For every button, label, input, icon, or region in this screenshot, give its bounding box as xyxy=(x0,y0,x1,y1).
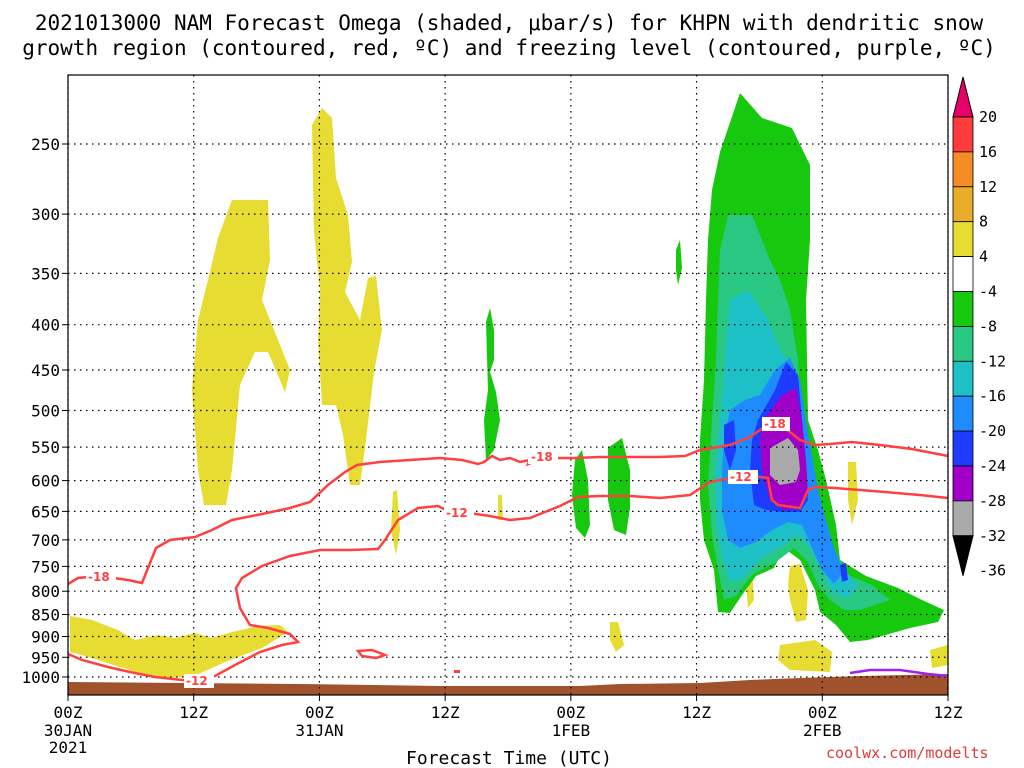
omega-region-positive-5 xyxy=(610,622,624,652)
colorbar-label-6: -8 xyxy=(979,317,997,335)
colorbar-label-0: 20 xyxy=(979,108,997,126)
y-tick-label-850: 850 xyxy=(31,606,60,625)
y-tick-label-950: 950 xyxy=(31,648,60,667)
contour-label-minus18-a: -18 xyxy=(88,570,110,584)
omega-region-negative-darkblue-3 xyxy=(840,563,848,582)
omega-region-negative-green-2 xyxy=(484,308,500,460)
colorbar-segment-10 xyxy=(952,430,974,467)
chart-title-line2: growth region (contoured, red, ºC) and f… xyxy=(22,36,996,60)
x-tick-label-0: 00Z xyxy=(54,703,83,722)
contour-dot xyxy=(454,670,460,673)
contour-label-minus18-c: -18 xyxy=(764,417,786,431)
colorbar-label-10: -24 xyxy=(979,457,1006,475)
contour-label-minus12-b: -12 xyxy=(730,470,752,484)
x-tick-sublabel-4-0: 1FEB xyxy=(552,721,591,740)
colorbar-label-7: -12 xyxy=(979,352,1006,370)
omega-region-positive-1 xyxy=(192,200,290,505)
y-tick-label-500: 500 xyxy=(31,402,60,421)
y-tick-label-250: 250 xyxy=(31,135,60,154)
x-tick-label-4: 00Z xyxy=(556,703,585,722)
colorbar-segment-1 xyxy=(952,116,974,153)
x-tick-label-1: 12Z xyxy=(179,703,208,722)
y-tick-label-900: 900 xyxy=(31,627,60,646)
x-tick-sublabel-0-0: 30JAN xyxy=(44,721,92,740)
colorbar-label-1: 16 xyxy=(979,143,997,161)
y-tick-label-600: 600 xyxy=(31,472,60,491)
contour-labels: -18 -18 -18 -12 -12 -12 xyxy=(86,417,790,688)
omega-region-positive-7 xyxy=(778,640,832,672)
y-tick-label-350: 350 xyxy=(31,264,60,283)
colorbar-label-12: -32 xyxy=(979,527,1006,545)
x-tick-label-3: 12Z xyxy=(431,703,460,722)
colorbar: 20 16 12 8 4 -4 -8 -12 -16 -20 -24 -28 -32 -36 xyxy=(952,76,1006,580)
omega-shading xyxy=(70,93,948,678)
omega-region-positive-3 xyxy=(70,616,288,678)
omega-region-negative-gray xyxy=(770,438,800,485)
x-tick-label-2: 00Z xyxy=(305,703,334,722)
colorbar-segment-8 xyxy=(952,360,974,397)
x-tick-label-7: 12Z xyxy=(934,703,963,722)
y-tick-label-800: 800 xyxy=(31,582,60,601)
contour-label-minus12-a: -12 xyxy=(446,506,468,520)
omega-region-positive-11 xyxy=(498,495,503,520)
x-tick-sublabel-2-0: 31JAN xyxy=(295,721,343,740)
y-tick-label-400: 400 xyxy=(31,316,60,335)
colorbar-segment-12 xyxy=(952,500,974,537)
y-tick-label-650: 650 xyxy=(31,502,60,521)
colorbar-label-13: -36 xyxy=(979,562,1006,580)
omega-region-positive-2 xyxy=(312,108,382,485)
omega-region-positive-9 xyxy=(848,462,858,525)
x-tick-sublabel-0-1: 2021 xyxy=(49,738,88,757)
omega-region-negative-green-3 xyxy=(572,450,590,538)
y-tick-label-300: 300 xyxy=(31,205,60,224)
colorbar-segment-3 xyxy=(952,186,974,223)
omega-region-positive-6 xyxy=(788,564,808,622)
chart-title-line1: 2021013000 NAM Forecast Omega (shaded, μ… xyxy=(35,11,984,35)
x-tick-sublabel-6-0: 2FEB xyxy=(803,721,842,740)
colorbar-segment-5 xyxy=(952,256,974,292)
colorbar-segment-9 xyxy=(952,395,974,432)
contour-minus12-loop xyxy=(355,648,389,660)
colorbar-label-2: 12 xyxy=(979,178,997,196)
contour-freezing-level xyxy=(849,668,949,678)
colorbar-segment-11 xyxy=(952,465,974,502)
omega-region-positive-10 xyxy=(930,645,948,668)
colorbar-bottom-arrow xyxy=(952,535,974,576)
colorbar-label-3: 8 xyxy=(979,213,988,231)
y-tick-label-700: 700 xyxy=(31,531,60,550)
colorbar-segment-7 xyxy=(952,325,974,362)
colorbar-label-8: -16 xyxy=(979,387,1006,405)
x-tick-label-5: 12Z xyxy=(682,703,711,722)
ground-surface xyxy=(68,674,948,695)
colorbar-label-11: -28 xyxy=(979,492,1006,510)
x-tick-label-6: 00Z xyxy=(808,703,837,722)
contour-label-minus12-c: -12 xyxy=(186,674,208,688)
colorbar-segment-2 xyxy=(952,151,974,188)
omega-region-negative-green-5 xyxy=(676,240,682,285)
y-tick-label-550: 550 xyxy=(31,438,60,457)
plot-frame xyxy=(67,74,949,696)
x-axis-label: Forecast Time (UTC) xyxy=(406,748,612,768)
contour-label-minus18-b: -18 xyxy=(531,450,553,464)
colorbar-label-9: -20 xyxy=(979,422,1006,440)
colorbar-segment-6 xyxy=(952,291,974,327)
colorbar-top-arrow xyxy=(952,76,974,118)
y-axis-tick-labels: 250 300 350 400 450 500 550 600 650 700 750 800 850 9… xyxy=(21,135,68,687)
y-tick-label-750: 750 xyxy=(31,557,60,576)
freezing-contours xyxy=(849,668,949,678)
colorbar-label-5: -4 xyxy=(979,283,997,301)
omega-region-negative-green-4 xyxy=(608,438,630,535)
colorbar-label-4: 4 xyxy=(979,248,988,266)
y-tick-label-1000: 1000 xyxy=(21,668,60,687)
y-tick-label-450: 450 xyxy=(31,361,60,380)
colorbar-segment-4 xyxy=(952,221,974,257)
credit-text: coolwx.com/modelts xyxy=(826,744,989,762)
